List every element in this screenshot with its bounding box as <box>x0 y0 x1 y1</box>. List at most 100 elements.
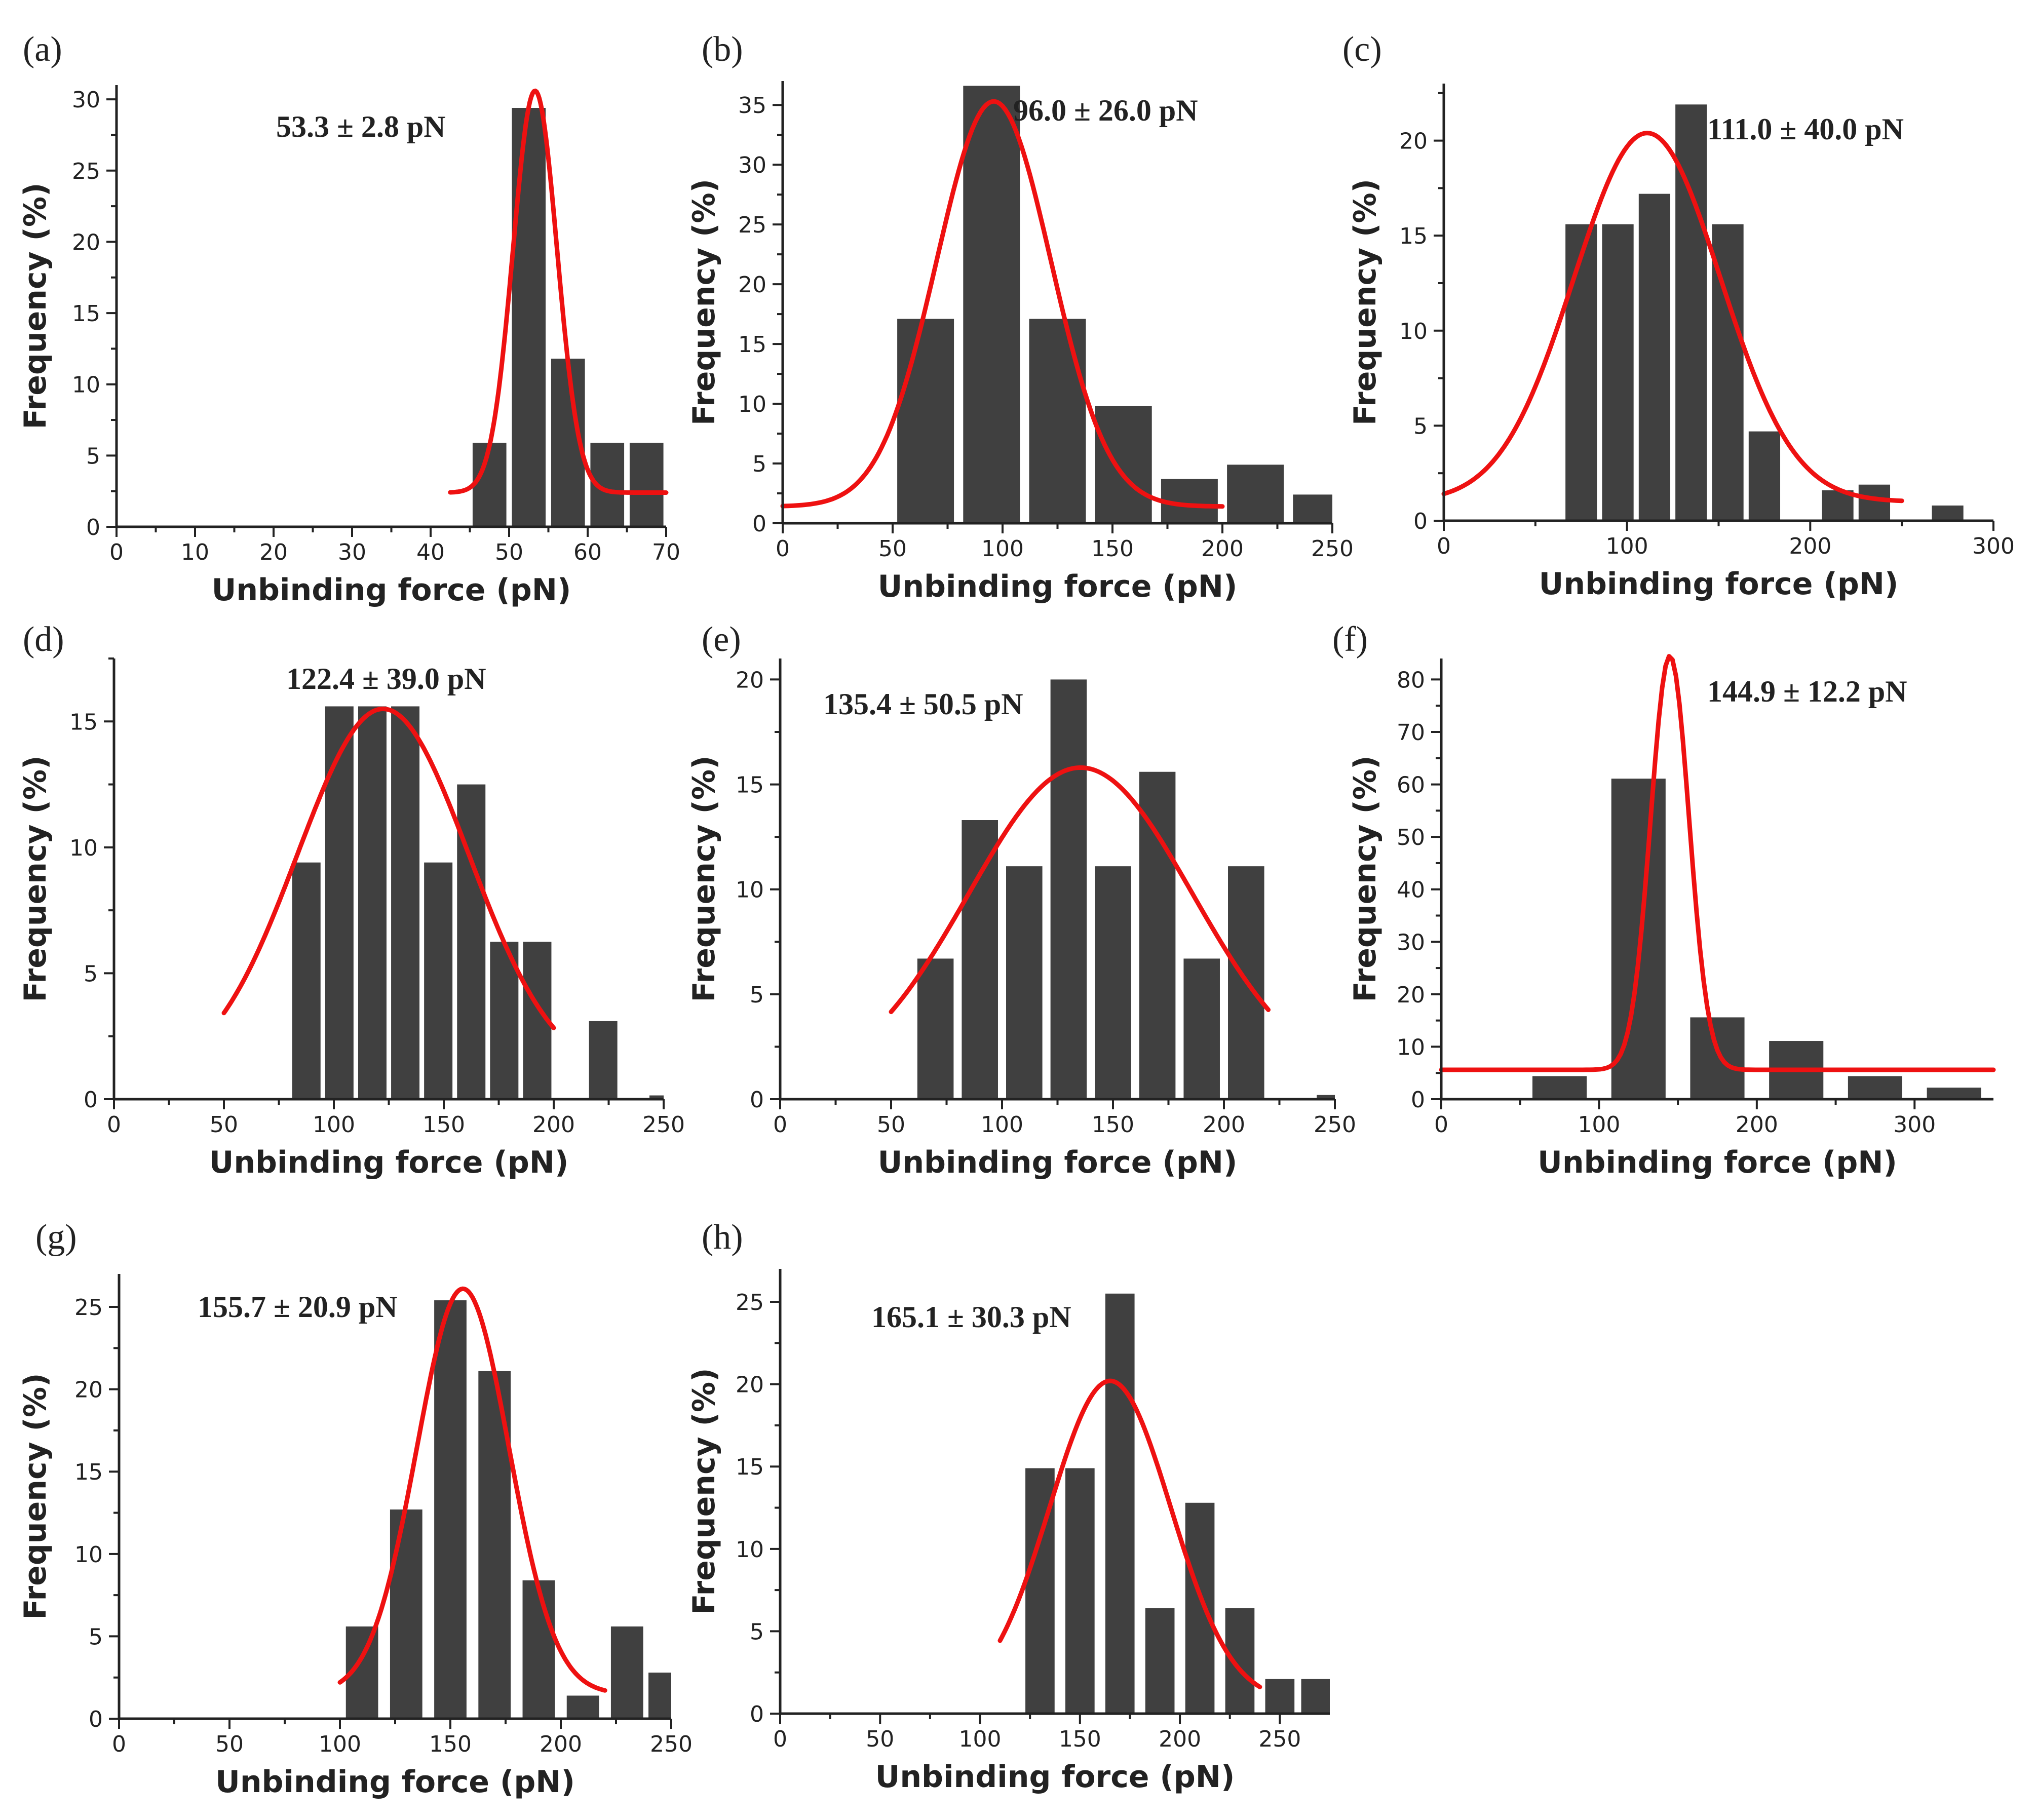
x-tick-label: 200 <box>1201 536 1244 562</box>
y-tick-label: 5 <box>89 1624 103 1650</box>
y-tick-label: 40 <box>1397 877 1425 903</box>
fit-annotation: 53.3 ± 2.8 pN <box>276 110 446 143</box>
y-tick-label: 0 <box>1413 509 1428 534</box>
x-tick-label: 200 <box>1203 1112 1245 1138</box>
panel-a: 0 10 20 30 40 50 60 70 0 5 10 15 20 25 30 Unbinding for… <box>18 30 680 608</box>
histogram-bar <box>434 1300 467 1719</box>
histogram-bar <box>424 862 453 1099</box>
x-tick-label: 40 <box>416 539 445 565</box>
y-tick-label: 30 <box>72 87 100 113</box>
x-tick-label: 150 <box>1059 1726 1101 1752</box>
y-tick-label: 5 <box>1413 413 1428 439</box>
x-tick-label: 300 <box>1893 1112 1936 1138</box>
fit-annotation: 96.0 ± 26.0 pN <box>1013 94 1198 127</box>
x-tick-label: 0 <box>112 1731 126 1757</box>
y-axis-title: Frequency (%) <box>1348 179 1383 425</box>
histogram-bar <box>1532 1076 1587 1099</box>
x-axis-title: Unbinding force (pN) <box>1538 1145 1897 1180</box>
x-tick-label: 100 <box>1606 533 1648 559</box>
gaussian-fit-curve <box>997 1378 1262 1689</box>
x-axis-title: Unbinding force (pN) <box>215 1764 575 1800</box>
y-axis-title: Frequency (%) <box>18 182 53 429</box>
histogram-bar <box>512 108 546 527</box>
x-tick-label: 0 <box>109 539 124 565</box>
histogram-bar <box>589 1021 618 1099</box>
gaussian-fit-curve <box>337 1286 607 1693</box>
fit-annotation: 135.4 ± 50.5 pN <box>823 687 1023 721</box>
y-tick-label: 10 <box>72 372 100 398</box>
x-axis-title: Unbinding force (pN) <box>878 569 1238 604</box>
histogram-bar <box>1301 1679 1330 1714</box>
y-tick-label: 5 <box>84 961 98 987</box>
y-tick-label: 20 <box>74 1377 103 1403</box>
y-tick-label: 0 <box>750 1087 764 1113</box>
x-tick-label: 100 <box>981 1112 1023 1138</box>
gaussian-fit-curve <box>1441 131 1904 504</box>
x-tick-label: 250 <box>642 1112 685 1138</box>
y-tick-label: 70 <box>1397 720 1425 746</box>
y-tick-label: 50 <box>1397 825 1425 850</box>
y-tick-label: 10 <box>736 877 764 903</box>
histogram-bar <box>1638 193 1671 521</box>
y-tick-label: 30 <box>1397 930 1425 955</box>
y-tick-label: 80 <box>1397 667 1425 693</box>
histogram-bar <box>1565 224 1597 521</box>
y-tick-label: 10 <box>69 835 98 861</box>
gaussian-fit-curve <box>889 765 1271 1015</box>
histogram-bar <box>1265 1679 1295 1714</box>
gaussian-fit-curve <box>780 99 1225 509</box>
histogram-bar <box>917 958 954 1099</box>
x-tick-label: 70 <box>652 539 680 565</box>
histogram-bar <box>1748 431 1781 521</box>
histogram-bar <box>1183 958 1220 1099</box>
histogram-bar <box>390 1509 422 1719</box>
x-tick-label: 0 <box>107 1112 121 1138</box>
histogram-bar <box>648 1672 671 1719</box>
histogram-bar <box>358 706 387 1099</box>
y-tick-label: 0 <box>750 1701 764 1727</box>
x-tick-label: 0 <box>1437 533 1451 559</box>
y-tick-label: 5 <box>752 451 766 477</box>
panel-h: 0 50 100 150 200 250 0 5 10 15 20 25 Unbinding force… <box>686 1218 1330 1795</box>
histogram-bar <box>629 443 664 527</box>
x-tick-label: 150 <box>429 1731 472 1757</box>
panel-b: 0 50 100 150 200 250 0 5 10 15 20 25 30 35 Unbinding f… <box>686 30 1354 604</box>
histogram-bar <box>472 443 507 527</box>
y-tick-label: 25 <box>736 1290 764 1315</box>
gaussian-fit-curve <box>221 706 556 1030</box>
histogram-bar <box>1227 464 1284 523</box>
y-tick-label: 20 <box>736 667 764 693</box>
y-tick-label: 20 <box>1399 129 1428 154</box>
x-tick-label: 150 <box>1092 1112 1134 1138</box>
x-axis-title: Unbinding force (pN) <box>212 572 571 608</box>
y-tick-label: 5 <box>750 1619 764 1645</box>
x-tick-label: 50 <box>210 1112 238 1138</box>
y-tick-label: 20 <box>1397 982 1425 1008</box>
histogram-bar <box>1065 1468 1095 1714</box>
y-tick-label: 10 <box>1399 319 1428 344</box>
y-tick-label: 25 <box>72 159 100 184</box>
y-tick-label: 15 <box>72 301 100 327</box>
y-axis-title: Frequency (%) <box>686 1368 722 1614</box>
x-axis-title: Unbinding force (pN) <box>878 1145 1238 1180</box>
y-tick-label: 20 <box>72 229 100 255</box>
y-tick-label: 0 <box>86 515 100 540</box>
histogram-bar <box>1145 1608 1175 1714</box>
histogram-bar <box>610 1626 643 1719</box>
x-tick-label: 60 <box>573 539 602 565</box>
y-tick-label: 30 <box>738 152 766 178</box>
histogram-bar <box>325 706 354 1099</box>
y-axis-title: Frequency (%) <box>18 1373 53 1619</box>
y-tick-label: 15 <box>736 772 764 798</box>
y-tick-label: 10 <box>736 1537 764 1563</box>
panel-label: (d) <box>23 620 64 659</box>
histogram-bar <box>1050 679 1087 1099</box>
histogram-bar <box>1293 494 1332 523</box>
panel-f: 0 100 200 300 0 10 20 30 40 50 60 70 80 Unbinding for… <box>1332 620 1996 1180</box>
x-tick-label: 200 <box>1159 1726 1201 1752</box>
fit-annotation: 155.7 ± 20.9 pN <box>198 1290 398 1324</box>
y-tick-label: 0 <box>89 1707 103 1732</box>
y-tick-label: 25 <box>738 212 766 238</box>
x-axis-title: Unbinding force (pN) <box>1539 566 1899 602</box>
y-axis-title: Frequency (%) <box>1348 755 1383 1002</box>
